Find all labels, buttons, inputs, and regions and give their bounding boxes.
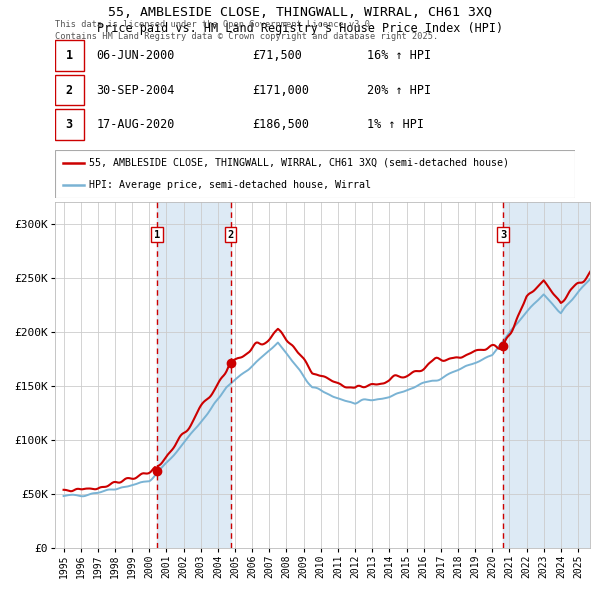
Text: £71,500: £71,500 — [253, 49, 302, 62]
Text: 1% ↑ HPI: 1% ↑ HPI — [367, 118, 424, 131]
Text: 3: 3 — [500, 230, 506, 240]
Text: 3: 3 — [66, 118, 73, 131]
Bar — [503, 202, 590, 548]
Bar — [55, 40, 83, 71]
Text: 55, AMBLESIDE CLOSE, THINGWALL, WIRRAL, CH61 3XQ: 55, AMBLESIDE CLOSE, THINGWALL, WIRRAL, … — [108, 6, 492, 19]
Text: HPI: Average price, semi-detached house, Wirral: HPI: Average price, semi-detached house,… — [89, 180, 371, 190]
Text: £171,000: £171,000 — [253, 84, 310, 97]
Text: £186,500: £186,500 — [253, 118, 310, 131]
Text: 16% ↑ HPI: 16% ↑ HPI — [367, 49, 431, 62]
Bar — [157, 202, 231, 548]
Bar — [55, 75, 83, 105]
Text: 06-JUN-2000: 06-JUN-2000 — [97, 49, 175, 62]
Text: Price paid vs. HM Land Registry's House Price Index (HPI): Price paid vs. HM Land Registry's House … — [97, 22, 503, 35]
Text: 55, AMBLESIDE CLOSE, THINGWALL, WIRRAL, CH61 3XQ (semi-detached house): 55, AMBLESIDE CLOSE, THINGWALL, WIRRAL, … — [89, 158, 509, 168]
Text: 2: 2 — [66, 84, 73, 97]
Text: 17-AUG-2020: 17-AUG-2020 — [97, 118, 175, 131]
Text: 20% ↑ HPI: 20% ↑ HPI — [367, 84, 431, 97]
Text: 2: 2 — [227, 230, 234, 240]
Text: This data is licensed under the Open Government Licence v3.0.: This data is licensed under the Open Gov… — [55, 20, 375, 29]
Bar — [55, 109, 83, 140]
Text: Contains HM Land Registry data © Crown copyright and database right 2025.: Contains HM Land Registry data © Crown c… — [55, 32, 438, 41]
Text: 30-SEP-2004: 30-SEP-2004 — [97, 84, 175, 97]
Text: 1: 1 — [154, 230, 160, 240]
Text: 1: 1 — [66, 49, 73, 62]
